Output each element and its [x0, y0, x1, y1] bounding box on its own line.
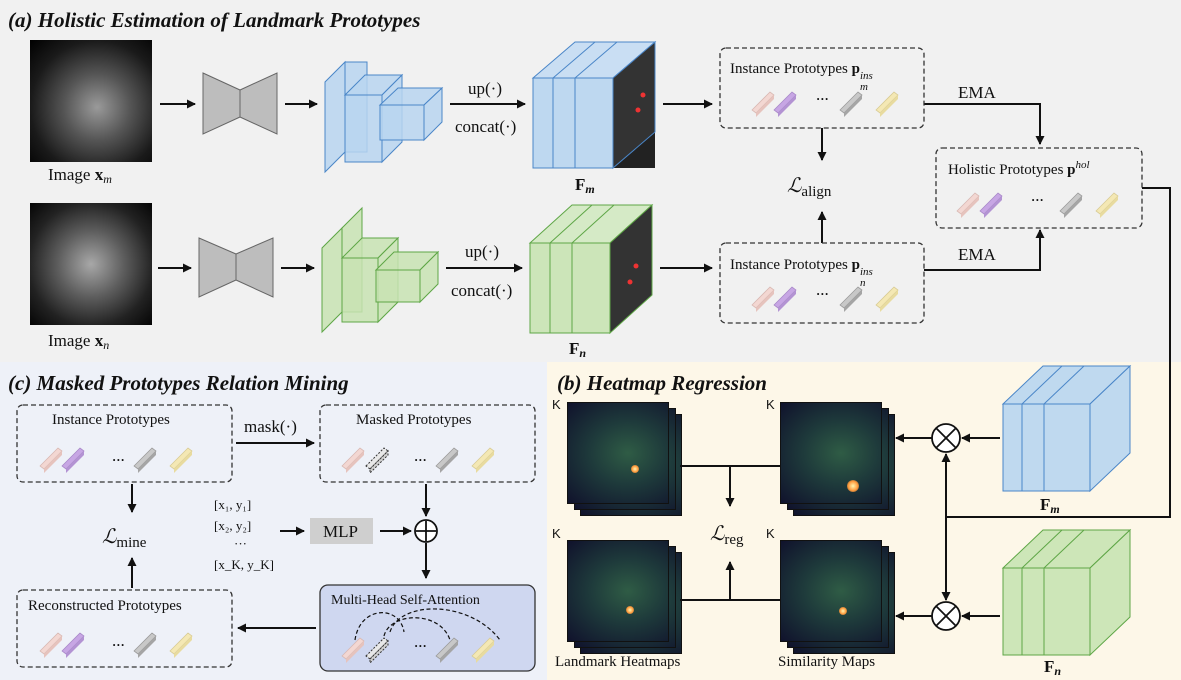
instance-prototypes-label-c: Instance Prototypes: [52, 412, 170, 428]
concat-label-m: concat(·): [455, 117, 517, 136]
up-label-m: up(·): [468, 79, 502, 98]
panel-a-title: (a) Holistic Estimation of Landmark Prot…: [8, 8, 421, 32]
mask-label: mask(·): [244, 417, 297, 436]
xray-image-n: [30, 203, 152, 325]
up-label-n: up(·): [465, 242, 499, 261]
feature-cube-m: [531, 40, 657, 170]
k-label-similarity-n: K: [766, 526, 775, 541]
mlp-box: [310, 518, 373, 544]
k-label-heatmap-n: K: [552, 526, 561, 541]
k-label-similarity-m: K: [766, 397, 775, 412]
mhsa-ellipsis: ...: [414, 632, 427, 651]
multiscale-features-m: [324, 60, 444, 174]
multiscale-features-n: [321, 206, 440, 334]
xray-image-m: [30, 40, 152, 162]
instance-ellipsis-c: ...: [112, 446, 125, 465]
holistic-ellipsis: ...: [1031, 186, 1044, 205]
reconstructed-ellipsis: ...: [112, 631, 125, 650]
similarity-n-front: [780, 540, 882, 642]
feat-n-label-b: Fn: [1044, 657, 1062, 678]
similarity-maps-label: Similarity Maps: [778, 654, 876, 670]
feature-cube-n: [528, 203, 654, 335]
ema-label-n: EMA: [958, 245, 996, 264]
holistic-title: Holistic Prototypes phol: [948, 159, 1090, 178]
mlp-label: MLP: [323, 522, 358, 541]
reconstructed-prototypes-label: Reconstructed Prototypes: [28, 598, 182, 614]
image-m-label: Image xm: [48, 165, 112, 186]
masked-prototypes-label: Masked Prototypes: [356, 412, 472, 428]
feat-m-label-b: Fm: [1040, 495, 1060, 516]
reg-loss-label: ℒreg: [710, 523, 744, 548]
mhsa-label: Multi-Head Self-Attention: [331, 593, 480, 608]
decoder-n: [235, 237, 274, 298]
align-loss-label: ℒalign: [787, 175, 832, 200]
holistic-to-multiply-line: [946, 187, 1171, 518]
ema-label-m: EMA: [958, 83, 996, 102]
instance-prototypes-box-c: [16, 404, 233, 483]
coord-dots: ···: [234, 536, 247, 551]
encoder-m: [202, 72, 241, 135]
instance-m-ellipsis: ...: [816, 85, 829, 104]
instance-n-title: Instance Prototypes p ins n: [730, 257, 873, 289]
instance-prototypes-n-box: [719, 242, 925, 324]
arrow-ema-m: [924, 103, 1045, 145]
coord-2: [x₂, y₂]: [214, 518, 252, 533]
image-n-label: Image xn: [48, 331, 110, 352]
feature-cube-m-b: [1001, 364, 1132, 493]
landmark-heatmaps-label: Landmark Heatmaps: [555, 654, 681, 670]
instance-n-ellipsis: ...: [816, 280, 829, 299]
add-circle: [414, 519, 438, 543]
masked-prototypes-box: [319, 404, 536, 483]
feat-m-label: Fm: [575, 175, 595, 196]
instance-m-title: Instance Prototypes p ins m: [730, 61, 873, 93]
reconstructed-prototypes-box: [16, 589, 233, 668]
heatmap-m-front: [567, 402, 669, 504]
masked-ellipsis: ...: [414, 446, 427, 465]
instance-prototypes-m-box: [719, 47, 925, 129]
multiply-n: [931, 601, 961, 631]
coord-k: [x_K, y_K]: [214, 557, 274, 572]
heatmap-n-front: [567, 540, 669, 642]
attention-arcs: [354, 608, 501, 641]
holistic-prototypes-box: [935, 147, 1143, 229]
k-label-heatmap-m: K: [552, 397, 561, 412]
panel-c-title: (c) Masked Prototypes Relation Mining: [8, 371, 349, 395]
concat-label-n: concat(·): [451, 281, 513, 300]
encoder-n: [198, 237, 237, 298]
similarity-m-front: [780, 402, 882, 504]
mine-loss-label: ℒmine: [102, 526, 147, 551]
feature-cube-n-b: [1001, 528, 1132, 657]
panel-b-title: (b) Heatmap Regression: [557, 371, 767, 395]
coord-1: [x₁, y₁]: [214, 497, 252, 512]
arrow-ema-n: [924, 229, 1045, 271]
feat-n-label: Fn: [569, 339, 587, 360]
decoder-m: [239, 72, 278, 135]
multiply-m: [931, 423, 961, 453]
